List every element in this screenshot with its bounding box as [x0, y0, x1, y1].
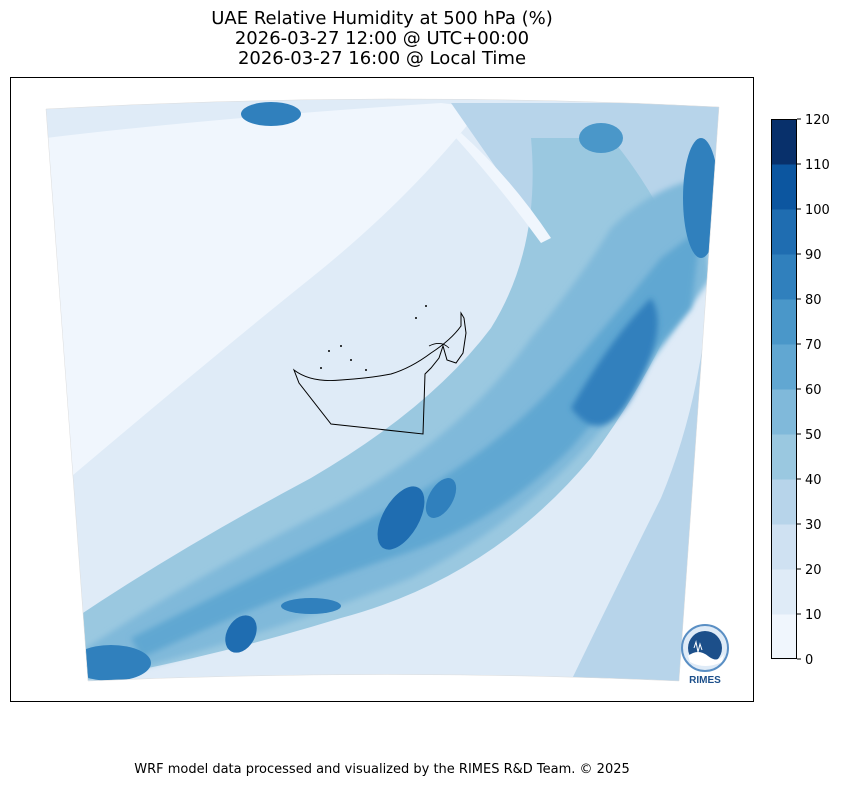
field-band-40 — [46, 138, 691, 681]
title-line-1: UAE Relative Humidity at 500 hPa (%) — [211, 8, 553, 29]
colorbar-tick-label: 60 — [805, 383, 822, 398]
field-cell — [579, 123, 623, 153]
rimes-logo: RIMES — [680, 622, 730, 688]
title-line-3: 2026-03-27 16:00 @ Local Time — [237, 48, 527, 69]
colorbar-tick-label: 30 — [805, 518, 822, 533]
colorbar-frame — [771, 119, 797, 659]
title-line-2: 2026-03-27 12:00 @ UTC+00:00 — [234, 28, 530, 49]
colorbar-segment — [771, 299, 797, 345]
field-cell — [425, 478, 457, 518]
colorbar-tick-label: 40 — [805, 473, 822, 488]
field-band-60 — [131, 228, 701, 658]
colorbar-tick-label: 70 — [805, 338, 822, 353]
humidity-map — [45, 98, 720, 682]
colorbar-segment — [771, 614, 797, 660]
field-dry-band — [46, 103, 481, 498]
colorbar-segment — [771, 434, 797, 480]
uae-border — [292, 311, 467, 435]
colorbar-tick-label: 20 — [805, 563, 822, 578]
domain-outline — [45, 98, 720, 682]
colorbar-segment — [771, 209, 797, 255]
uae-emirate-border — [428, 343, 450, 349]
colorbar-segment — [771, 524, 797, 570]
colorbar-segment — [771, 254, 797, 300]
colorbar-tick-label: 100 — [805, 203, 830, 218]
logo-text: RIMES — [689, 675, 721, 686]
colorbar-svg: 0 10 20 30 40 50 60 70 80 90 100 110 120 — [771, 113, 830, 668]
colorbar-tick-label: 90 — [805, 248, 822, 263]
field-dry-streak — [456, 133, 551, 243]
colorbar-tick-label: 110 — [805, 158, 830, 173]
humidity-field — [46, 98, 719, 681]
field-cell — [71, 645, 151, 681]
colorbar-segment — [771, 164, 797, 210]
colorbar-segment — [771, 119, 797, 165]
colorbar-tick-label: 120 — [805, 113, 830, 128]
field-band-80 — [571, 298, 658, 426]
field-band-30 — [451, 103, 719, 681]
field-cell — [241, 102, 301, 126]
colorbar-tick-label: 50 — [805, 428, 822, 443]
colorbar-segment — [771, 389, 797, 435]
colorbar-tick-label: 10 — [805, 608, 822, 623]
colorbar-tick-label: 80 — [805, 293, 822, 308]
colorbar-segment — [771, 569, 797, 615]
map-axes — [10, 77, 754, 702]
field-cell — [377, 486, 425, 550]
field-cell — [281, 598, 341, 614]
colorbar-tick-label: 0 — [805, 653, 813, 668]
colorbar-segment — [771, 344, 797, 390]
colorbar: 0 10 20 30 40 50 60 70 80 90 100 110 120 — [771, 113, 830, 668]
field-cell — [683, 138, 719, 258]
islands — [320, 305, 427, 371]
footer-credit: WRF model data processed and visualized … — [134, 762, 630, 777]
field-cell — [225, 615, 257, 653]
chart-title: UAE Relative Humidity at 500 hPa (%) 202… — [0, 9, 764, 69]
rimes-emblem-icon — [681, 624, 729, 672]
colorbar-segment — [771, 479, 797, 525]
